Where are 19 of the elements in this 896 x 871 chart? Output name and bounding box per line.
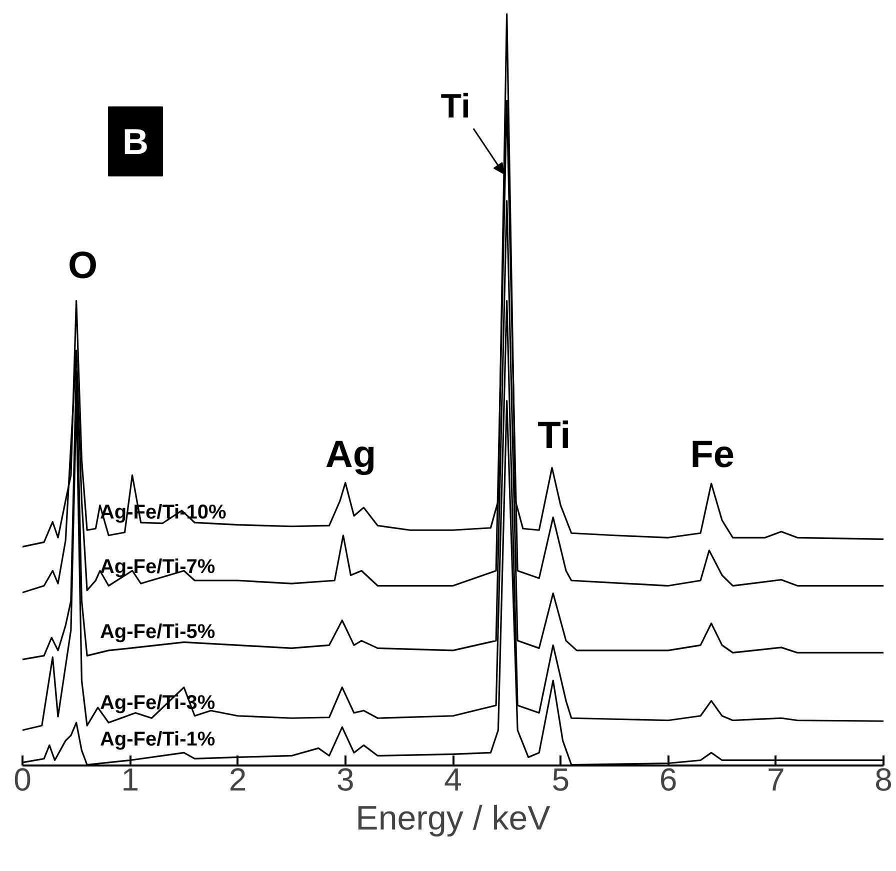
x-tick-label: 4 [444,762,462,798]
annotation: B [122,120,149,162]
series-label: Ag-Fe/Ti-7% [100,556,216,578]
annotation: Fe [690,434,735,476]
x-tick-label: 1 [121,762,140,798]
annotation: Ti [538,415,571,458]
series-label: Ag-Fe/Ti-5% [100,621,216,644]
x-tick-label: 8 [874,762,892,798]
x-tick-label: 6 [659,762,678,798]
x-tick-label: 0 [14,762,32,798]
series-label: Ag-Fe/Ti-1% [100,728,216,751]
x-tick-label: 2 [228,762,247,798]
x-tick-label: 7 [766,762,785,798]
x-axis-title: Energy / keV [356,800,551,838]
annotation: O [68,245,98,288]
x-tick-label: 5 [552,762,570,798]
annotation: Ag [325,434,376,476]
x-tick-label: 3 [336,762,354,798]
annotation: Ti [440,88,470,126]
